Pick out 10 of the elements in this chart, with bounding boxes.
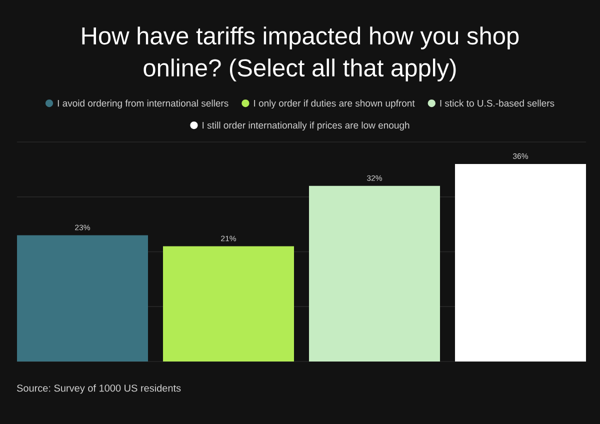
- bar: [309, 186, 440, 362]
- legend-label: I stick to U.S.-based sellers: [440, 100, 554, 107]
- source-note: Source: Survey of 1000 US residents: [16, 384, 181, 394]
- chart-title: How have tariffs impacted how you shop online? (Select all that apply): [82, 26, 519, 82]
- bar: [163, 246, 294, 362]
- legend-label: I only order if duties are shown upfront: [254, 100, 415, 109]
- legend-label: I avoid ordering from international sellers: [58, 100, 228, 109]
- bar: [17, 235, 148, 362]
- legend-label: I still order internationally if prices are low enough: [202, 122, 410, 131]
- bar: [455, 164, 586, 362]
